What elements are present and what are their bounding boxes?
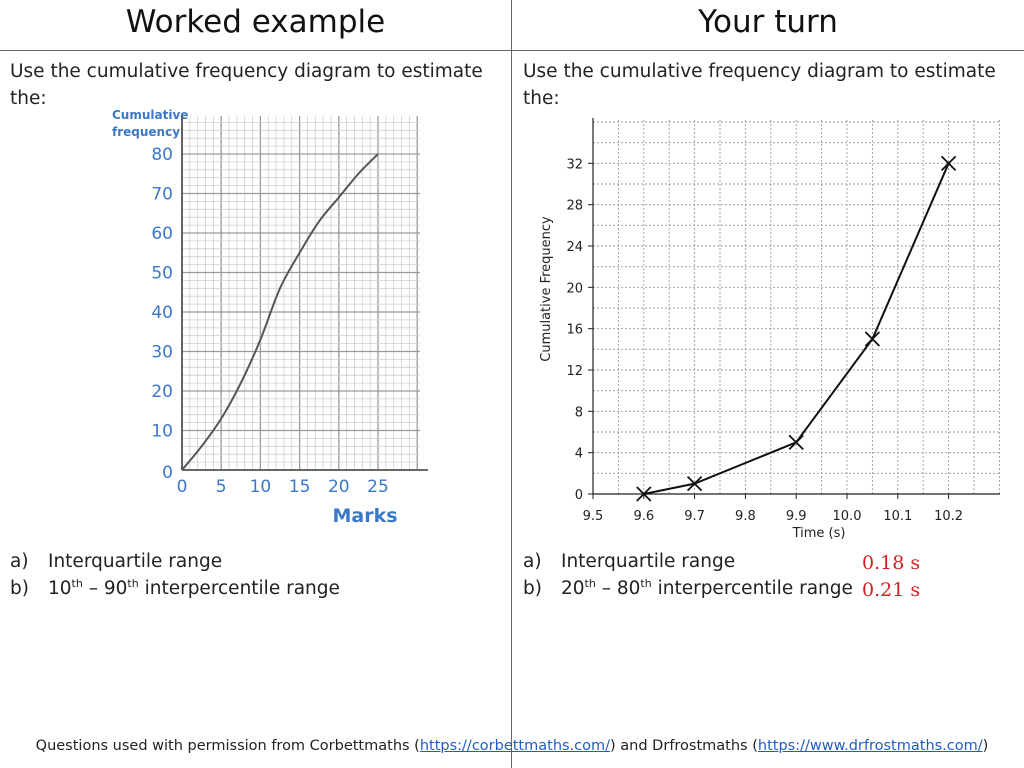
part-marker: b) [10, 578, 29, 599]
percentile-number: 80 [616, 578, 641, 599]
left-y-tick-label: 20 [151, 382, 173, 402]
right-cumulative-frequency-chart: 9.5 9.6 9.7 9.8 9.9 10.0 10.1 10.2 0 4 8 12 16 20 24 28… [539, 118, 1000, 541]
right-question: Use the cumulative frequency diagram to … [523, 61, 996, 109]
right-y-tick-label: 0 [575, 488, 583, 503]
right-y-tick-label: 20 [566, 281, 583, 296]
left-y-tick-label: 70 [151, 185, 173, 205]
right-y-tick-label: 16 [566, 323, 583, 338]
left-x-axis-label: Marks [332, 505, 397, 527]
left-part-b: b) 10th – 90th interpercentile range [10, 575, 340, 602]
right-y-tick-label: 32 [566, 157, 583, 172]
worked-example-header: Worked example [125, 4, 386, 40]
right-x-tick-label: 9.8 [735, 509, 756, 524]
part-text: Interquartile range [48, 551, 223, 572]
left-part-a: a) Interquartile range [10, 548, 340, 575]
part-marker: a) [10, 551, 29, 572]
ordinal-suffix: th [127, 577, 139, 590]
right-y-tick-label: 12 [566, 364, 583, 379]
left-cumulative-frequency-chart: Cumulative frequency 0 5 10 15 20 25 0 10 20 30 40… [112, 108, 428, 527]
header-divider [0, 50, 1024, 51]
footer-text: ) [982, 738, 989, 754]
dash: – [595, 578, 617, 599]
corbettmaths-link[interactable]: https://corbettmaths.com/ [419, 738, 611, 754]
your-turn-header: Your turn [698, 4, 838, 40]
right-x-tick-label: 10.1 [883, 509, 912, 524]
part-text: interpercentile range [651, 578, 853, 599]
footer-text: Questions used with permission from Corb… [35, 738, 420, 754]
left-y-tick-label: 0 [162, 463, 173, 483]
left-y-axis-label-line2: frequency [112, 125, 180, 139]
right-y-axis-label: Cumulative Frequency [539, 216, 554, 362]
footer-attribution: Questions used with permission from Corb… [0, 738, 1024, 754]
ordinal-suffix: th [640, 577, 652, 590]
right-x-tick-label: 9.5 [583, 509, 604, 524]
left-y-tick-label: 40 [151, 303, 173, 323]
right-parts-list: a) Interquartile range b) 20th – 80th inte… [523, 548, 853, 602]
left-x-tick-label: 0 [177, 477, 188, 497]
left-x-tick-label: 15 [289, 477, 311, 497]
dash: – [82, 578, 104, 599]
left-y-tick-label: 80 [151, 145, 173, 165]
part-text: Interquartile range [561, 551, 736, 572]
left-cumulative-curve [181, 153, 379, 471]
ordinal-suffix: th [71, 577, 83, 590]
left-y-tick-label: 10 [151, 422, 173, 442]
part-marker: a) [523, 551, 542, 572]
left-x-tick-label: 10 [250, 477, 272, 497]
left-x-tick-label: 5 [216, 477, 227, 497]
ordinal-suffix: th [584, 577, 596, 590]
left-x-tick-label: 25 [367, 477, 389, 497]
right-x-tick-label: 9.7 [684, 509, 705, 524]
right-y-tick-label: 28 [566, 199, 583, 214]
right-y-tick-label: 4 [575, 447, 583, 462]
left-y-tick-label: 30 [151, 343, 173, 363]
data-point-x-marker [686, 476, 703, 492]
left-x-tick-label: 20 [328, 477, 350, 497]
right-y-tick-label: 8 [575, 405, 583, 420]
percentile-number: 10 [48, 578, 72, 599]
left-question: Use the cumulative frequency diagram to … [10, 61, 483, 109]
part-marker: b) [523, 578, 542, 599]
right-x-tick-label: 9.9 [786, 509, 807, 524]
left-y-tick-label: 60 [151, 224, 173, 244]
left-parts-list: a) Interquartile range b) 10th – 90th inte… [10, 548, 340, 602]
percentile-number: 90 [103, 578, 128, 599]
footer-text: ) and Drfrostmaths ( [610, 738, 758, 754]
right-part-b: b) 20th – 80th interpercentile range [523, 575, 853, 602]
answer-a: 0.18 s [862, 552, 921, 574]
percentile-number: 20 [561, 578, 585, 599]
data-point-x-marker [940, 155, 957, 171]
right-x-tick-label: 10.0 [833, 509, 862, 524]
left-y-tick-label: 50 [151, 264, 173, 284]
right-y-tick-label: 24 [566, 240, 583, 255]
left-y-axis-label-line1: Cumulative [112, 108, 188, 122]
data-point-x-marker [636, 486, 652, 502]
answer-b: 0.21 s [862, 579, 921, 601]
right-x-tick-label: 9.6 [633, 509, 654, 524]
data-point-x-marker [788, 434, 804, 450]
part-text: interpercentile range [138, 578, 340, 599]
data-point-x-marker [864, 331, 881, 347]
right-part-a: a) Interquartile range [523, 548, 853, 575]
drfrostmaths-link[interactable]: https://www.drfrostmaths.com/ [757, 738, 983, 754]
column-divider [511, 0, 512, 768]
right-x-tick-label: 10.2 [934, 509, 963, 524]
right-x-axis-label: Time (s) [792, 526, 846, 541]
